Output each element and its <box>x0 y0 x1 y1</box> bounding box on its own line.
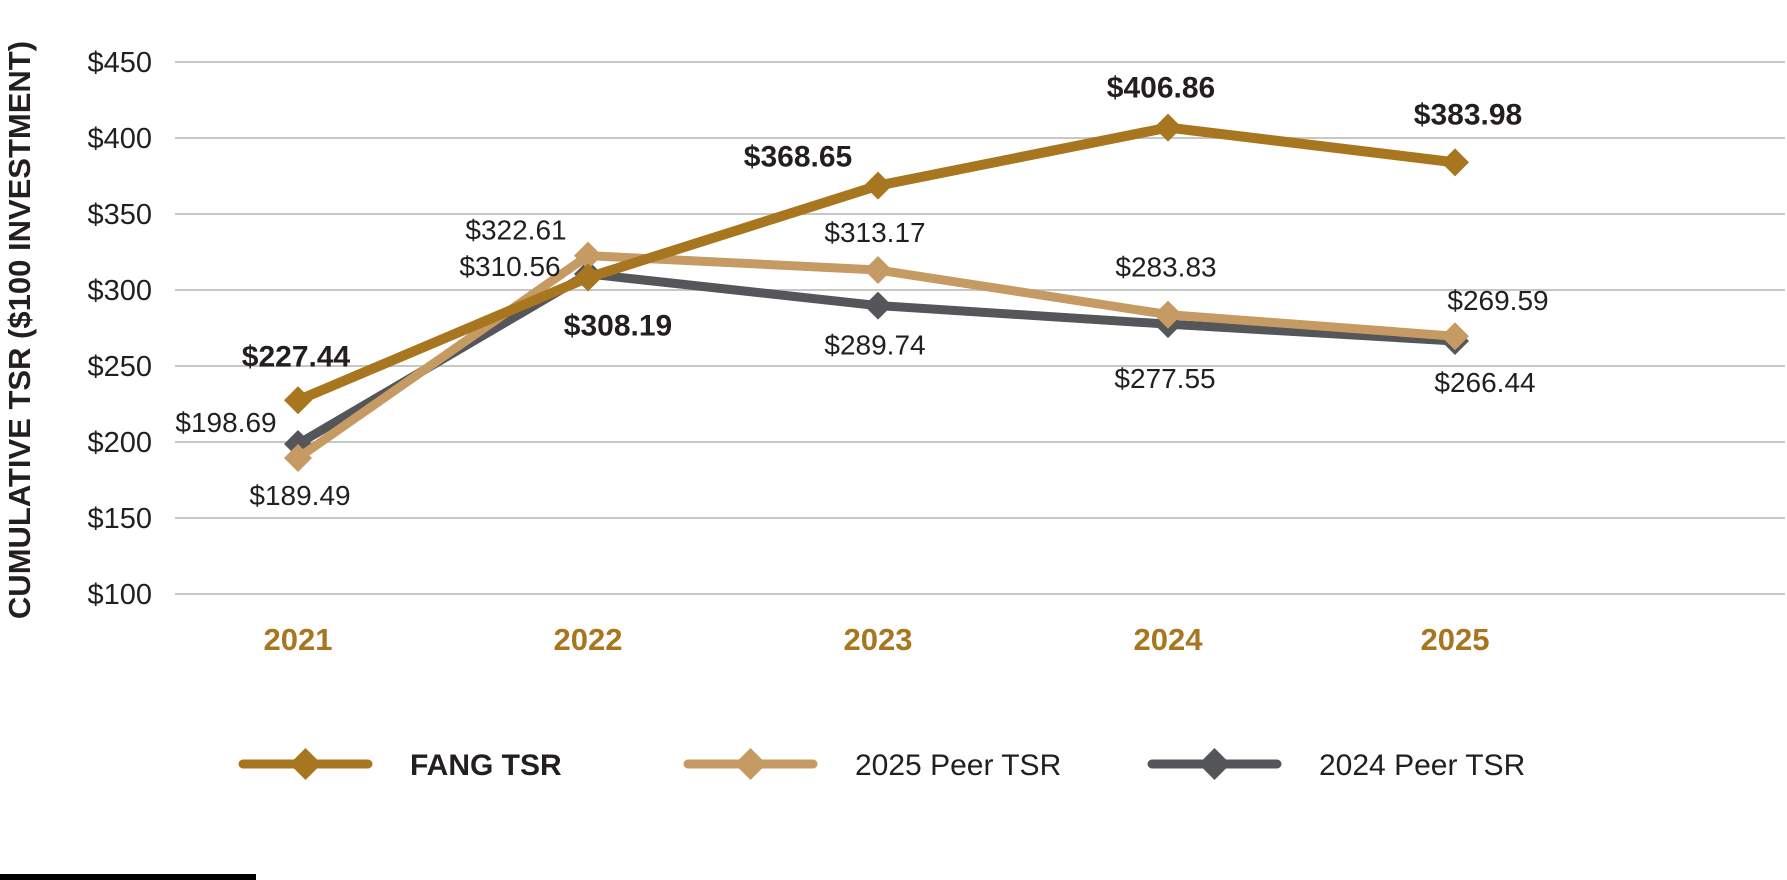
value-label: $310.56 <box>459 251 560 282</box>
legend-item: 2025 Peer TSR <box>683 748 1061 782</box>
data-point-marker <box>864 255 892 284</box>
y-tick-label: $250 <box>87 351 152 383</box>
data-point-marker <box>1154 113 1182 142</box>
data-point-marker <box>1154 300 1182 329</box>
legend-marker-icon <box>734 748 767 780</box>
value-label: $383.98 <box>1414 98 1522 131</box>
y-axis-title: CUMULATIVE TSR ($100 INVESTMENT) <box>2 41 37 619</box>
value-label: $277.55 <box>1114 363 1215 394</box>
value-label: $269.59 <box>1447 285 1548 316</box>
legend-item: 2024 Peer TSR <box>1147 748 1525 782</box>
page-rule <box>0 874 256 880</box>
data-point-marker <box>864 171 892 200</box>
x-axis-label: 2022 <box>554 622 623 657</box>
legend-item: FANG TSR <box>238 748 562 782</box>
data-point-marker <box>284 443 312 472</box>
legend-label: 2024 Peer TSR <box>1319 749 1525 782</box>
data-point-marker <box>574 263 602 292</box>
data-point-marker <box>1441 148 1469 177</box>
legend-marker-icon <box>1198 748 1231 780</box>
x-axis-label: 2023 <box>844 622 913 657</box>
value-label: $289.74 <box>824 330 925 361</box>
y-tick-label: $350 <box>87 199 152 231</box>
value-label: $189.49 <box>249 480 350 511</box>
legend-marker-icon <box>289 748 322 780</box>
y-tick-label: $400 <box>87 123 152 155</box>
data-point-marker <box>864 291 892 320</box>
y-tick-label: $200 <box>87 427 152 459</box>
value-label: $227.44 <box>242 340 351 373</box>
data-point-marker <box>574 241 602 270</box>
x-axis-label: 2021 <box>264 622 333 657</box>
value-label: $322.61 <box>465 215 566 246</box>
x-axis-label: 2025 <box>1421 622 1490 657</box>
legend-label: FANG TSR <box>410 749 562 782</box>
value-label: $266.44 <box>1434 367 1535 398</box>
x-axis-label: 2024 <box>1134 622 1204 657</box>
y-tick-label: $150 <box>87 503 152 535</box>
y-tick-label: $450 <box>87 47 152 79</box>
value-label: $313.17 <box>824 217 925 248</box>
y-tick-label: $300 <box>87 275 152 307</box>
value-label: $283.83 <box>1115 252 1216 283</box>
value-label: $198.69 <box>175 407 276 438</box>
value-label: $368.65 <box>744 141 852 174</box>
value-label: $406.86 <box>1107 72 1215 105</box>
data-point-marker <box>1441 322 1469 351</box>
data-point-marker <box>284 386 312 415</box>
legend-label: 2025 Peer TSR <box>855 749 1061 782</box>
y-tick-label: $100 <box>87 579 152 611</box>
value-label: $308.19 <box>564 310 672 343</box>
